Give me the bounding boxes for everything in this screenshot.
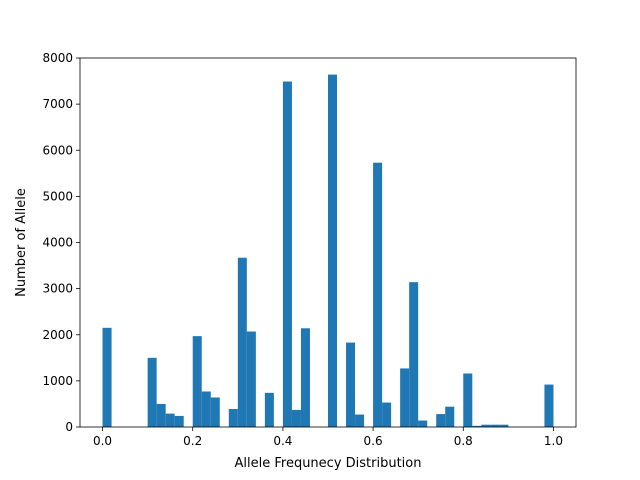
- y-tick-label: 2000: [42, 328, 73, 342]
- histogram-bar: [147, 357, 157, 427]
- histogram-bar: [481, 424, 491, 427]
- histogram-bar: [418, 420, 428, 427]
- histogram-bar: [490, 424, 500, 427]
- y-tick-label: 1000: [42, 374, 73, 388]
- x-axis-ticks: 0.0 0.2 0.4 0.6 0.8 1.0: [93, 427, 563, 448]
- x-tick-label: 0.2: [183, 434, 202, 448]
- histogram-bar: [192, 336, 202, 427]
- bars-group: [102, 74, 554, 428]
- histogram-bar: [409, 282, 419, 427]
- histogram-bar: [102, 327, 112, 427]
- x-tick-label: 1.0: [544, 434, 563, 448]
- histogram-bar: [174, 415, 184, 427]
- histogram-bar: [382, 402, 392, 427]
- histogram-bar: [373, 162, 383, 428]
- y-axis-ticks: 0 1000 2000 3000 4000 5000 6000 7000 8000: [42, 51, 80, 434]
- y-tick-label: 0: [65, 420, 73, 434]
- histogram-bar: [282, 81, 292, 428]
- histogram-bar: [264, 392, 274, 427]
- histogram-bar: [165, 413, 175, 427]
- histogram-bar: [328, 74, 338, 427]
- y-tick-label: 8000: [42, 51, 73, 65]
- x-axis-label: Allele Frequnecy Distribution: [235, 456, 422, 471]
- y-tick-label: 3000: [42, 282, 73, 296]
- histogram-bar: [400, 368, 410, 427]
- y-tick-label: 4000: [42, 236, 73, 250]
- histogram-bar: [291, 409, 301, 427]
- histogram-bar: [445, 406, 455, 427]
- histogram-bar: [201, 391, 211, 427]
- histogram-bar: [346, 342, 356, 427]
- x-tick-label: 0.8: [454, 434, 473, 448]
- histogram-bar: [472, 425, 482, 427]
- histogram-bar: [246, 331, 256, 427]
- x-tick-label: 0.0: [93, 434, 112, 448]
- y-tick-label: 6000: [42, 143, 73, 157]
- histogram-bar: [544, 384, 554, 427]
- histogram-bar: [156, 403, 166, 427]
- histogram-bar: [300, 328, 310, 427]
- y-tick-label: 7000: [42, 97, 73, 111]
- x-tick-label: 0.6: [364, 434, 383, 448]
- histogram-bar: [228, 409, 238, 427]
- y-axis-label: Number of Allele: [14, 188, 29, 297]
- histogram-bar: [436, 414, 446, 427]
- y-tick-label: 5000: [42, 189, 73, 203]
- histogram-bar: [210, 397, 220, 427]
- histogram-bar: [499, 424, 509, 427]
- histogram-bar: [463, 373, 473, 427]
- x-tick-label: 0.4: [273, 434, 292, 448]
- histogram-bar: [237, 257, 247, 427]
- histogram-bar: [355, 414, 365, 427]
